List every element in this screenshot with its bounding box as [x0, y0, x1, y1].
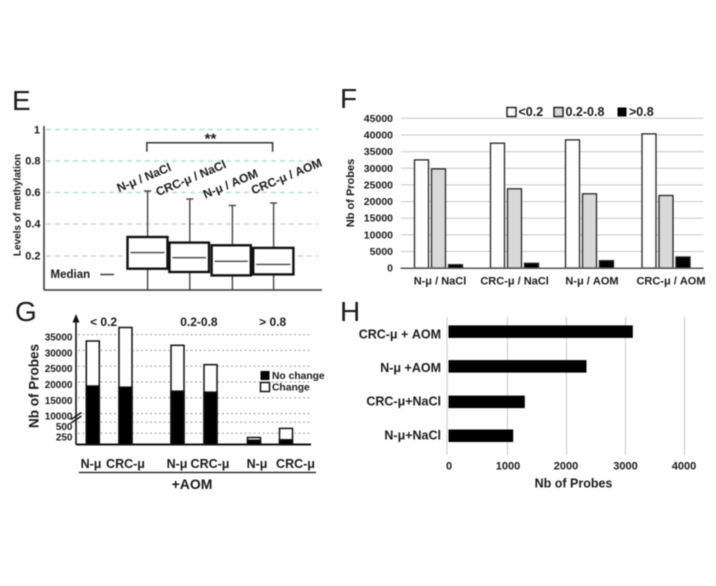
- svg-text:0: 0: [446, 461, 452, 473]
- svg-text:500: 500: [56, 422, 73, 433]
- svg-text:45000: 45000: [364, 113, 393, 125]
- svg-text:20000: 20000: [364, 196, 393, 208]
- svg-text:0.4: 0.4: [25, 219, 41, 231]
- svg-text:5000: 5000: [370, 246, 394, 258]
- svg-text:0.2: 0.2: [25, 251, 40, 263]
- svg-text:1000: 1000: [496, 461, 520, 473]
- svg-text:30000: 30000: [45, 349, 73, 360]
- svg-text:10000: 10000: [45, 412, 73, 423]
- svg-text:+AOM: +AOM: [172, 476, 213, 492]
- svg-text:25000: 25000: [45, 364, 73, 375]
- svg-text:Levels of methylation: Levels of methylation: [13, 154, 24, 256]
- svg-text:CRC-μ: CRC-μ: [106, 457, 145, 471]
- svg-text:N-μ: N-μ: [167, 457, 188, 471]
- svg-text:CRC-μ / NaCl: CRC-μ / NaCl: [480, 276, 548, 288]
- svg-text:15000: 15000: [45, 396, 73, 407]
- svg-text:E: E: [12, 85, 31, 116]
- svg-text:2000: 2000: [554, 461, 578, 473]
- svg-text:0: 0: [387, 263, 393, 275]
- svg-text:25000: 25000: [364, 179, 393, 191]
- svg-text:40000: 40000: [364, 130, 393, 142]
- svg-text:0.2-0.8: 0.2-0.8: [180, 315, 218, 329]
- svg-text:**: **: [205, 131, 217, 148]
- svg-text:Median: Median: [51, 269, 91, 281]
- svg-text:CRC-μ: CRC-μ: [276, 457, 315, 471]
- svg-text:1: 1: [34, 125, 40, 137]
- svg-text:Nb of Probes: Nb of Probes: [345, 159, 357, 227]
- svg-text:No change: No change: [272, 371, 325, 382]
- svg-text:10000: 10000: [364, 229, 393, 241]
- svg-text:Change: Change: [272, 383, 310, 394]
- svg-text:0.6: 0.6: [25, 187, 40, 199]
- svg-text:CRC-μ+NaCl: CRC-μ+NaCl: [366, 395, 441, 409]
- svg-text:<0.2: <0.2: [519, 105, 544, 119]
- svg-text:CRC-μ / AOM: CRC-μ / AOM: [636, 276, 705, 288]
- svg-text:0.2-0.8: 0.2-0.8: [566, 105, 605, 119]
- svg-text:0.8: 0.8: [25, 156, 40, 168]
- svg-text:Nb of Probes: Nb of Probes: [27, 344, 42, 428]
- svg-text:CRC-μ + AOM: CRC-μ + AOM: [359, 328, 441, 342]
- svg-text:35000: 35000: [45, 333, 73, 344]
- svg-text:CRC-μ: CRC-μ: [191, 457, 230, 471]
- svg-text:F: F: [340, 83, 357, 114]
- svg-text:> 0.8: > 0.8: [259, 315, 286, 329]
- svg-text:20000: 20000: [45, 380, 73, 391]
- svg-text:< 0.2: < 0.2: [90, 315, 117, 329]
- svg-text:Nb of Probes: Nb of Probes: [535, 477, 613, 491]
- svg-text:250: 250: [56, 432, 73, 443]
- svg-text:N-μ: N-μ: [247, 457, 268, 471]
- svg-text:3000: 3000: [613, 461, 637, 473]
- svg-text:30000: 30000: [364, 163, 393, 175]
- svg-text:35000: 35000: [364, 146, 393, 158]
- svg-text:>0.8: >0.8: [629, 105, 654, 119]
- svg-text:N-μ: N-μ: [81, 457, 102, 471]
- svg-text:N-μ+NaCl: N-μ+NaCl: [384, 429, 441, 443]
- svg-text:H: H: [340, 296, 360, 327]
- svg-text:N-μ +AOM: N-μ +AOM: [380, 361, 441, 375]
- svg-text:N-μ / AOM: N-μ / AOM: [565, 276, 618, 288]
- svg-text:15000: 15000: [364, 213, 393, 225]
- svg-text:G: G: [15, 296, 37, 327]
- svg-text:N-μ / NaCl: N-μ / NaCl: [414, 276, 467, 288]
- svg-text:4000: 4000: [672, 461, 696, 473]
